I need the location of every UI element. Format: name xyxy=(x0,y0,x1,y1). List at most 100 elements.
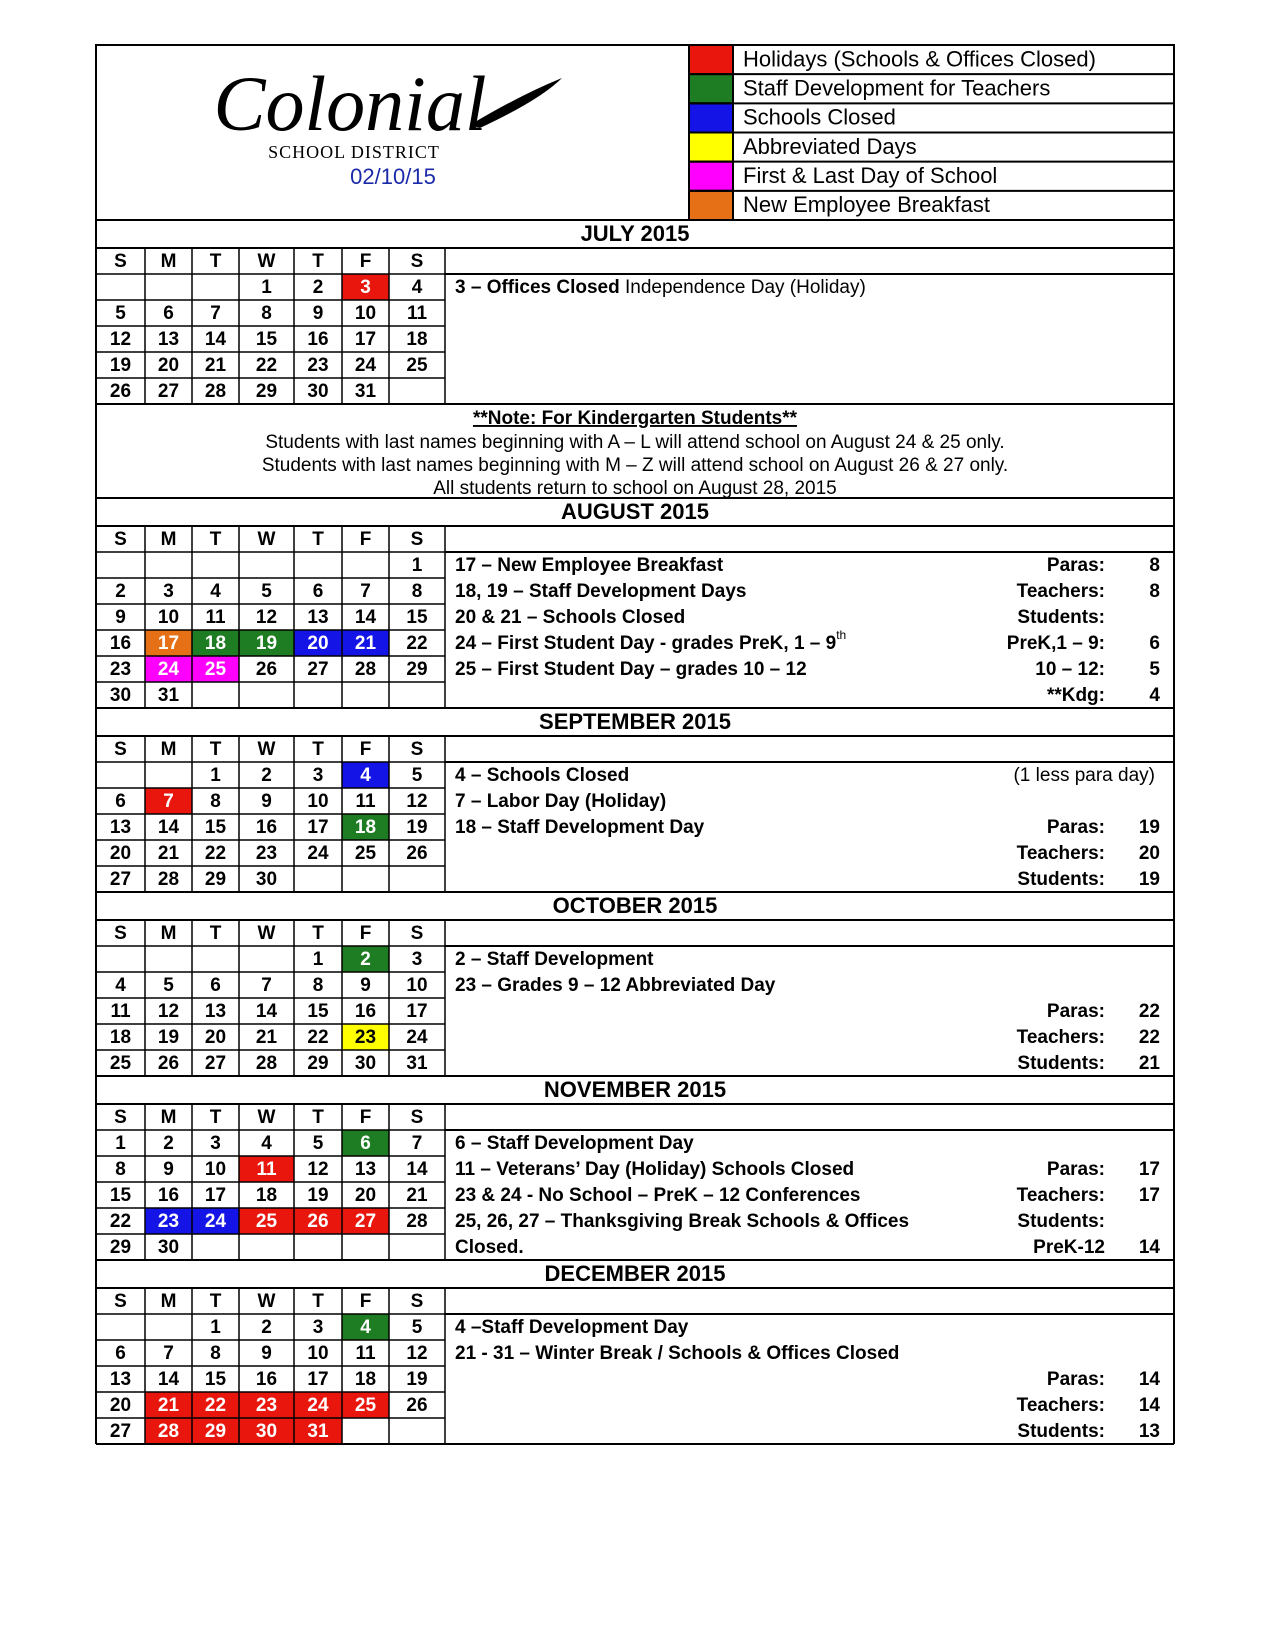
weekday: F xyxy=(360,739,372,760)
weekday: W xyxy=(258,923,276,944)
legend-swatch xyxy=(688,44,734,76)
day-number: 14 xyxy=(406,1159,428,1180)
stat-label: Paras: xyxy=(1047,817,1105,838)
kinder-line: Students with last names beginning with … xyxy=(262,455,1008,476)
legend-label: Abbreviated Days xyxy=(743,134,917,159)
legend-label: Holidays (Schools & Offices Closed) xyxy=(743,46,1096,71)
day-number: 5 xyxy=(313,1133,324,1154)
day-number: 18 xyxy=(205,633,226,654)
day-number: 16 xyxy=(256,1369,277,1390)
weekday: S xyxy=(411,739,424,760)
month-title: JULY 2015 xyxy=(581,221,690,246)
day-number: 10 xyxy=(158,607,179,628)
day-number: 21 xyxy=(205,355,227,376)
note: 23 – Grades 9 – 12 Abbreviated Day xyxy=(455,975,776,996)
day-number: 29 xyxy=(205,869,226,890)
day-number: 30 xyxy=(355,1053,376,1074)
day-number: 26 xyxy=(307,1211,328,1232)
day-number: 10 xyxy=(307,791,328,812)
day-highlight xyxy=(145,1208,192,1234)
day-number: 22 xyxy=(110,1211,131,1232)
day-number: 8 xyxy=(412,581,423,602)
day-number: 22 xyxy=(205,1395,226,1416)
day-number: 14 xyxy=(205,329,227,350)
day-number: 26 xyxy=(256,659,277,680)
day-number: 20 xyxy=(110,843,131,864)
day-number: 29 xyxy=(205,1421,226,1442)
day-highlight xyxy=(294,630,342,656)
day-number: 2 xyxy=(163,1133,174,1154)
stat-value: 8 xyxy=(1149,581,1160,602)
day-number: 24 xyxy=(307,843,329,864)
stat-value: 17 xyxy=(1139,1185,1160,1206)
day-number: 24 xyxy=(205,1211,227,1232)
note: 3 – Offices Closed Independence Day (Hol… xyxy=(455,277,866,298)
day-number: 30 xyxy=(158,1237,179,1258)
weekday: S xyxy=(114,251,127,272)
day-number: 27 xyxy=(307,659,328,680)
day-number: 23 xyxy=(110,659,131,680)
day-number: 16 xyxy=(256,817,277,838)
note: 23 & 24 - No School – PreK – 12 Conferen… xyxy=(455,1185,861,1206)
day-number: 20 xyxy=(355,1185,376,1206)
day-number: 2 xyxy=(313,277,324,298)
day-number: 31 xyxy=(355,381,377,402)
day-number: 3 xyxy=(360,277,371,298)
day-number: 8 xyxy=(261,303,272,324)
day-number: 9 xyxy=(261,1343,272,1364)
day-number: 12 xyxy=(406,1343,427,1364)
weekday: F xyxy=(360,1107,372,1128)
day-number: 27 xyxy=(158,381,179,402)
stat-label: Students: xyxy=(1017,607,1105,628)
stat-label: Teachers: xyxy=(1017,1027,1105,1048)
note: 11 – Veterans’ Day (Holiday) Schools Clo… xyxy=(455,1159,854,1180)
day-number: 16 xyxy=(158,1185,179,1206)
day-number: 27 xyxy=(110,869,131,890)
side-note: (1 less para day) xyxy=(1013,765,1155,786)
weekday: F xyxy=(360,1291,372,1312)
day-number: 15 xyxy=(110,1185,132,1206)
stat-label: Teachers: xyxy=(1017,1185,1105,1206)
day-number: 5 xyxy=(412,765,423,786)
stat-value: 4 xyxy=(1149,685,1160,706)
day-highlight xyxy=(192,630,239,656)
day-number: 25 xyxy=(406,355,428,376)
day-number: 30 xyxy=(256,869,277,890)
day-number: 26 xyxy=(110,381,131,402)
day-number: 30 xyxy=(307,381,328,402)
day-number: 24 xyxy=(355,355,377,376)
day-number: 4 xyxy=(261,1133,272,1154)
day-number: 24 xyxy=(158,659,180,680)
weekday: T xyxy=(312,739,324,760)
note: 21 - 31 – Winter Break / Schools & Offic… xyxy=(455,1343,899,1364)
day-number: 11 xyxy=(205,607,226,628)
day-number: 19 xyxy=(110,355,131,376)
day-number: 15 xyxy=(205,817,227,838)
day-number: 28 xyxy=(406,1211,427,1232)
stat-label: Teachers: xyxy=(1017,1395,1105,1416)
weekday: W xyxy=(258,251,276,272)
weekday: T xyxy=(312,529,324,550)
day-number: 9 xyxy=(115,607,126,628)
day-number: 29 xyxy=(307,1053,328,1074)
legend-label: Staff Development for Teachers xyxy=(743,76,1050,101)
day-number: 7 xyxy=(261,975,272,996)
weekday: S xyxy=(411,1107,424,1128)
day-highlight xyxy=(342,814,389,840)
day-highlight xyxy=(145,1418,192,1444)
day-highlight xyxy=(342,274,389,300)
day-number: 12 xyxy=(307,1159,328,1180)
stat-value: 13 xyxy=(1139,1421,1160,1442)
stat-value: 19 xyxy=(1139,869,1160,890)
note: 17 – New Employee Breakfast xyxy=(455,555,724,576)
note: 6 – Staff Development Day xyxy=(455,1133,694,1154)
day-number: 12 xyxy=(110,329,131,350)
weekday: T xyxy=(210,251,222,272)
day-number: 28 xyxy=(355,659,376,680)
stat-value: 22 xyxy=(1139,1027,1160,1048)
day-number: 4 xyxy=(210,581,221,602)
note: 25, 26, 27 – Thanksgiving Break Schools … xyxy=(455,1211,909,1232)
day-number: 29 xyxy=(406,659,427,680)
weekday: S xyxy=(114,923,127,944)
day-highlight xyxy=(342,630,389,656)
